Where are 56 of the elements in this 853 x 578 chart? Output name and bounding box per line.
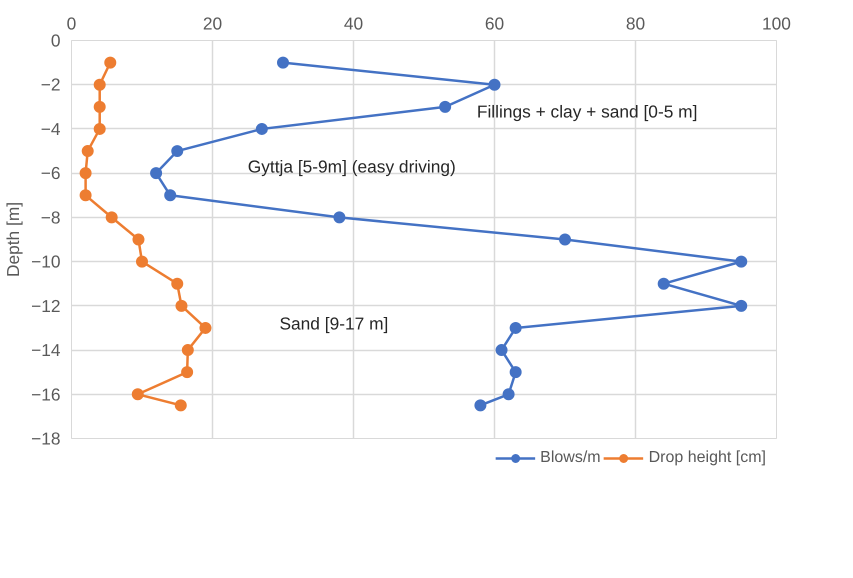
point: [104, 56, 116, 69]
point: [735, 256, 748, 268]
annotation: Fillings + clay + sand [0-5 m]: [476, 101, 698, 122]
point: [199, 322, 212, 334]
point: [174, 399, 187, 412]
point: [510, 322, 522, 334]
y-tick-label: −10: [31, 252, 61, 272]
point: [132, 234, 144, 246]
annotation: Sand [9-17 m]: [279, 313, 388, 334]
y-tick-label: −8: [40, 207, 61, 228]
point: [80, 167, 92, 180]
point: [182, 344, 194, 356]
point: [502, 388, 515, 400]
legend-label: Blows/m: [540, 449, 601, 467]
point: [136, 256, 148, 268]
y-tick-label: 0: [50, 30, 61, 50]
point: [181, 366, 194, 378]
point: [82, 145, 94, 158]
y-tick-label: −16: [31, 384, 61, 404]
point: [559, 234, 571, 246]
point: [175, 300, 188, 312]
point: [488, 78, 500, 91]
y-tick-label: −2: [40, 74, 61, 95]
y-axis-title: Depth [m]: [3, 202, 24, 278]
point: [277, 56, 289, 69]
point: [132, 388, 144, 400]
point: [94, 78, 106, 91]
y-tick-label: −4: [40, 118, 61, 139]
legend-label: Drop height [cm]: [648, 449, 766, 467]
point: [333, 211, 346, 224]
y-tick-label: −12: [31, 296, 61, 316]
x-tick-label: 80: [626, 14, 646, 34]
point: [171, 145, 184, 158]
point: [256, 122, 268, 135]
y-tick-label: −14: [31, 340, 61, 360]
y-tick-label: −6: [40, 163, 61, 184]
x-tick-label: 40: [344, 14, 364, 34]
point: [80, 189, 92, 202]
point: [171, 278, 184, 290]
point: [658, 278, 670, 290]
point: [510, 366, 522, 378]
point: [439, 100, 452, 113]
point: [496, 344, 508, 356]
point: [150, 167, 162, 180]
x-tick-label: 100: [762, 14, 791, 34]
y-tick-label: −18: [31, 428, 61, 448]
point: [164, 189, 176, 202]
point: [106, 211, 118, 224]
x-tick-label: 20: [202, 14, 222, 34]
point: [474, 399, 486, 412]
x-tick-label: 0: [66, 14, 76, 34]
x-tick-label: 60: [484, 14, 504, 34]
point: [94, 122, 106, 135]
point: [94, 100, 106, 113]
annotation: Gyttja [5-9m] (easy driving): [248, 156, 456, 177]
point: [735, 300, 748, 312]
